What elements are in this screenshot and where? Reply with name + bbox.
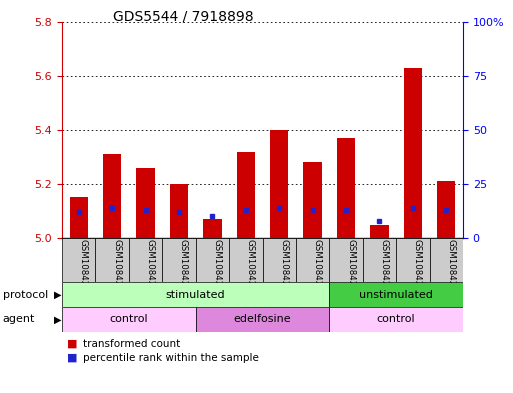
Text: protocol: protocol <box>3 290 48 299</box>
Text: ■: ■ <box>67 339 77 349</box>
Bar <box>95 238 129 282</box>
Bar <box>396 238 429 282</box>
Text: GSM1084274: GSM1084274 <box>146 239 154 297</box>
Text: edelfosine: edelfosine <box>234 314 291 325</box>
Bar <box>129 238 162 282</box>
Bar <box>62 282 329 307</box>
Bar <box>136 168 155 238</box>
Text: unstimulated: unstimulated <box>359 290 433 299</box>
Text: GDS5544 / 7918898: GDS5544 / 7918898 <box>113 10 253 24</box>
Text: control: control <box>377 314 416 325</box>
Text: GSM1084276: GSM1084276 <box>212 239 222 297</box>
Bar <box>62 307 195 332</box>
Text: ■: ■ <box>67 353 77 363</box>
Text: GSM1084272: GSM1084272 <box>78 239 88 297</box>
Text: transformed count: transformed count <box>83 339 180 349</box>
Bar <box>429 238 463 282</box>
Bar <box>236 152 255 238</box>
Bar <box>370 224 389 238</box>
Bar <box>363 238 396 282</box>
Text: GSM1084279: GSM1084279 <box>312 239 322 297</box>
Bar <box>70 198 88 238</box>
Bar <box>270 130 288 238</box>
Bar <box>296 238 329 282</box>
Bar <box>263 238 296 282</box>
Text: stimulated: stimulated <box>166 290 226 299</box>
Bar <box>203 219 222 238</box>
Bar <box>103 154 121 238</box>
Bar <box>337 138 355 238</box>
Text: percentile rank within the sample: percentile rank within the sample <box>83 353 259 363</box>
Bar <box>62 238 95 282</box>
Bar <box>303 162 322 238</box>
Bar <box>329 238 363 282</box>
Text: ▶: ▶ <box>54 314 62 325</box>
Text: GSM1084261: GSM1084261 <box>380 239 388 297</box>
Bar <box>162 238 195 282</box>
Text: GSM1084278: GSM1084278 <box>279 239 288 297</box>
Text: agent: agent <box>3 314 35 325</box>
Bar <box>229 238 263 282</box>
Text: GSM1084273: GSM1084273 <box>112 239 121 297</box>
Bar <box>195 238 229 282</box>
Bar <box>329 307 463 332</box>
Bar <box>329 282 463 307</box>
Text: GSM1084263: GSM1084263 <box>446 239 456 297</box>
Text: ▶: ▶ <box>54 290 62 299</box>
Bar <box>170 184 188 238</box>
Bar <box>404 68 422 238</box>
Text: GSM1084262: GSM1084262 <box>413 239 422 297</box>
Text: GSM1084260: GSM1084260 <box>346 239 355 297</box>
Text: control: control <box>109 314 148 325</box>
Bar <box>437 181 456 238</box>
Bar <box>195 307 329 332</box>
Text: GSM1084275: GSM1084275 <box>179 239 188 297</box>
Text: GSM1084277: GSM1084277 <box>246 239 255 297</box>
